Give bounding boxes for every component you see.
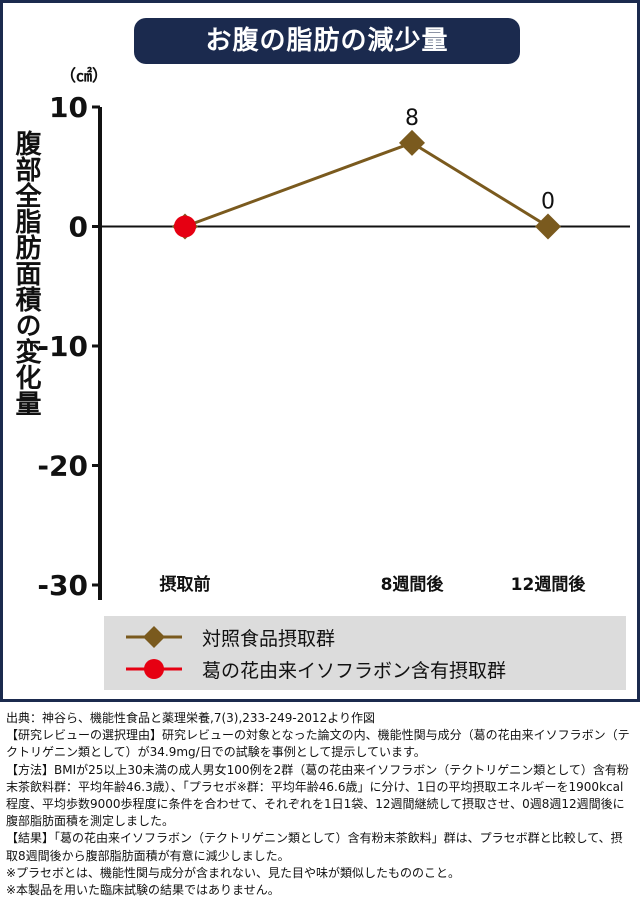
- x-tick-label: 摂取前: [160, 574, 211, 595]
- chart-frame: [0, 0, 640, 702]
- note-source: 出典：神谷ら、機能性食品と薬理栄養,7(3),233-249-2012より作図: [6, 711, 376, 725]
- y-axis-label: 腹部全脂肪面積の変化量: [11, 130, 41, 416]
- legend-item-active: 葛の花由来イソフラボン含有摂取群: [124, 654, 506, 684]
- legend: 対照食品摂取群 葛の花由来イソフラボン含有摂取群: [104, 616, 626, 690]
- legend-circle-marker: [126, 659, 182, 679]
- x-tick-label: 12週間後: [511, 574, 587, 595]
- note-method: 【方法】BMIが25以上30未満の成人男女100例を2群（葛の花由来イソフラボン…: [6, 762, 629, 829]
- control-point-diamond: [535, 213, 561, 240]
- data-label: 0: [541, 190, 555, 215]
- active-point-circle: [174, 215, 196, 238]
- control-point-diamond: [399, 129, 425, 156]
- legend-label-active: 葛の花由来イソフラボン含有摂取群: [202, 659, 507, 682]
- legend-label-control: 対照食品摂取群: [202, 627, 336, 650]
- note-result: 【結果】「葛の花由来イソフラボン（テクトリゲニン類として）含有粉末茶飲料」群は、…: [6, 831, 623, 863]
- note-reason: 【研究レビューの選択理由】研究レビューの対象となった論文の内、機能性関与成分（葛…: [6, 728, 630, 760]
- x-tick-label: 8週間後: [381, 574, 445, 595]
- data-label: 8: [405, 106, 419, 131]
- note-disclaimer: ※本製品を用いた臨床試験の結果ではありません。: [6, 883, 280, 898]
- y-tick-label: -30: [37, 569, 88, 602]
- legend-diamond-marker: [126, 626, 182, 648]
- y-tick-label: -10: [37, 330, 88, 363]
- chart-title: お腹の脂肪の減少量: [134, 18, 520, 64]
- series-line-control: [184, 141, 549, 228]
- note-placebo: ※プラセボとは、機能性関与成分が含まれない、見た目や味が類似したもののこと。: [6, 865, 461, 880]
- y-unit-label: （㎠）: [60, 66, 109, 85]
- y-tick-label: 0: [69, 211, 88, 244]
- chart-plot: 10 0 -10 -20 -30 摂取前 8週間後 12週間後 8 0: [37, 91, 630, 602]
- y-tick-label: -20: [37, 450, 88, 483]
- y-tick-label: 10: [49, 91, 88, 124]
- notes: 出典：神谷ら、機能性食品と薬理栄養,7(3),233-249-2012より作図 …: [6, 710, 634, 899]
- legend-item-control: 対照食品摂取群: [124, 622, 335, 652]
